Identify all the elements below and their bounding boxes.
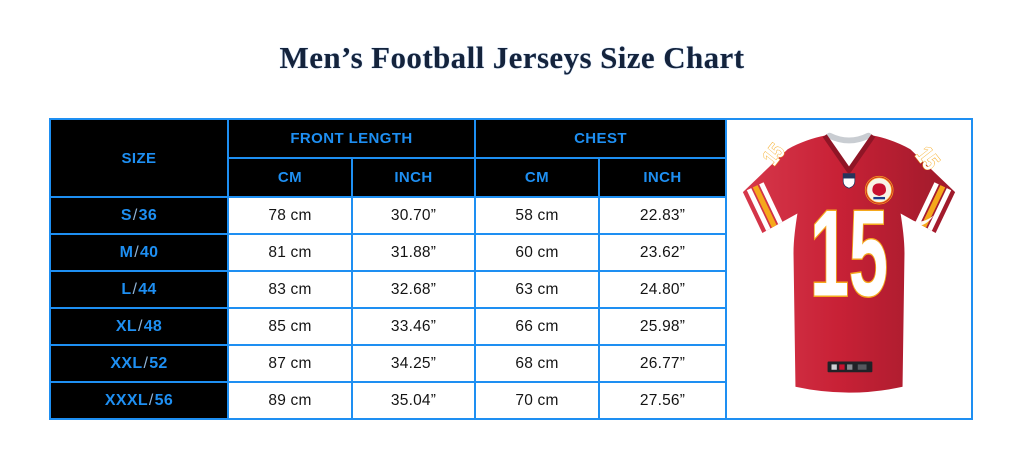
size-slash: / — [148, 391, 154, 409]
table-cell-front_cm: 87 cm — [229, 346, 351, 381]
football-jersey-illustration: 15 15 15 — [742, 132, 956, 393]
size-size_num: 36 — [138, 206, 158, 224]
table-cell-front_cm: 89 cm — [229, 383, 351, 418]
size-label: XXL/52 — [51, 346, 227, 381]
sleeve-stripes — [746, 182, 952, 232]
chest-number: 15 — [810, 184, 888, 321]
size-label: XL/48 — [51, 309, 227, 344]
size-label: L/44 — [51, 272, 227, 307]
size-label: S/36 — [51, 198, 227, 233]
table-cell-chest_inch: 25.98” — [600, 309, 725, 344]
page-title: Men’s Football Jerseys Size Chart — [279, 40, 745, 75]
nfl-shield-icon — [842, 173, 856, 189]
size-size_num: 40 — [139, 243, 159, 261]
size-size_num: 48 — [143, 317, 163, 335]
size-size_name: XXL — [110, 354, 143, 372]
size-size_num: 44 — [138, 280, 157, 298]
size-slash: / — [137, 317, 143, 335]
size-size_name: L — [121, 280, 132, 298]
jock-tag — [827, 361, 873, 373]
table-cell-chest_cm: 68 cm — [476, 346, 598, 381]
jersey-body — [742, 135, 956, 393]
size-size_name: XL — [115, 317, 137, 335]
vneck-trim — [822, 134, 876, 174]
table-cell-front_inch: 34.25” — [353, 346, 474, 381]
size-slash: / — [143, 354, 149, 372]
table-cell-chest_cm: 66 cm — [476, 309, 598, 344]
size-label: XXXL/56 — [51, 383, 227, 418]
table-cell-chest_cm: 60 cm — [476, 235, 598, 270]
subheader-chest-cm: CM — [476, 159, 598, 196]
size-size_num: 52 — [149, 354, 168, 372]
table-cell-chest_cm: 70 cm — [476, 383, 598, 418]
size-slash: / — [132, 206, 138, 224]
table-cell-chest_inch: 26.77” — [600, 346, 725, 381]
table-cell-front_inch: 33.46” — [353, 309, 474, 344]
table-cell-front_inch: 32.68” — [353, 272, 474, 307]
size-size_name: XXXL — [104, 391, 148, 409]
size-label: M/40 — [51, 235, 227, 270]
size-size_name: M — [119, 243, 134, 261]
table-cell-chest_inch: 24.80” — [600, 272, 725, 307]
size-slash: / — [134, 243, 139, 261]
table-cell-chest_cm: 63 cm — [476, 272, 598, 307]
subheader-chest-inch: INCH — [600, 159, 725, 196]
table-cell-front_inch: 31.88” — [353, 235, 474, 270]
table-cell-chest_inch: 23.62” — [600, 235, 725, 270]
table-cell-front_cm: 78 cm — [229, 198, 351, 233]
table-cell-chest_inch: 22.83” — [600, 198, 725, 233]
table-cell-front_inch: 35.04” — [353, 383, 474, 418]
size-size_name: S — [120, 206, 132, 224]
subheader-front-cm: CM — [229, 159, 351, 196]
table-cell-front_cm: 81 cm — [229, 235, 351, 270]
size-size_num: 56 — [154, 391, 174, 409]
table-cell-front_cm: 85 cm — [229, 309, 351, 344]
column-header-chest: CHEST — [476, 120, 725, 157]
team-patch-icon — [864, 175, 894, 205]
size-table: SIZE FRONT LENGTH CHEST CM INCH CM INCH … — [49, 118, 973, 420]
table-cell-chest_cm: 58 cm — [476, 198, 598, 233]
column-header-front-length: FRONT LENGTH — [229, 120, 474, 157]
nike-swoosh-icon — [909, 215, 934, 226]
table-cell-front_inch: 30.70” — [353, 198, 474, 233]
column-header-size: SIZE — [51, 120, 227, 196]
jersey-product-image: 15 15 15 — [727, 120, 971, 418]
table-cell-front_cm: 83 cm — [229, 272, 351, 307]
subheader-front-inch: INCH — [353, 159, 474, 196]
table-cell-chest_inch: 27.56” — [600, 383, 725, 418]
collar-inner-strip — [826, 132, 872, 144]
size-slash: / — [132, 280, 138, 298]
